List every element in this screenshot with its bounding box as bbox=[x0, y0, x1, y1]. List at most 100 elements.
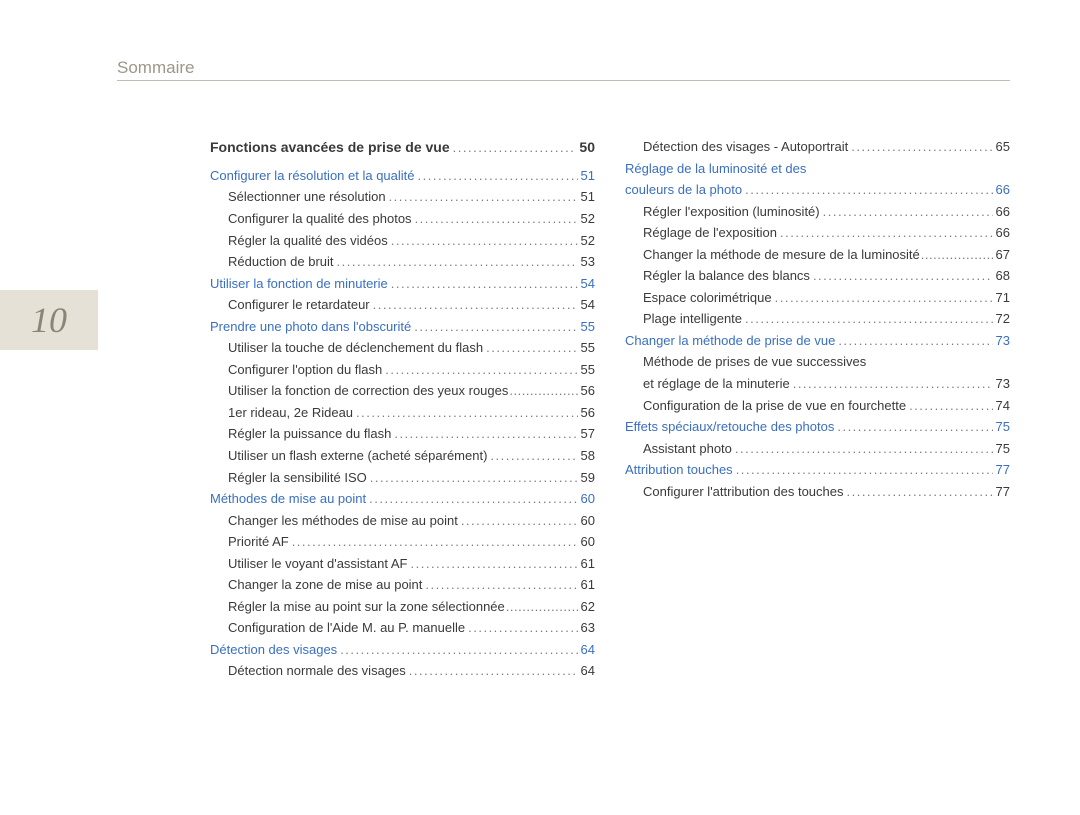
toc-subitem[interactable]: Utiliser un flash externe (acheté séparé… bbox=[210, 447, 595, 465]
toc-subitem[interactable]: Plage intelligente72 bbox=[625, 310, 1010, 328]
toc-subitem[interactable]: Régler la balance des blancs68 bbox=[625, 267, 1010, 285]
toc-subitem[interactable]: et réglage de la minuterie73 bbox=[625, 375, 1010, 393]
toc-subitem-label: Utiliser un flash externe (acheté séparé… bbox=[228, 447, 487, 465]
leader-dots bbox=[509, 382, 579, 400]
leader-dots bbox=[370, 469, 578, 487]
toc-subitem[interactable]: Assistant photo75 bbox=[625, 440, 1010, 458]
leader-dots bbox=[813, 267, 993, 285]
leader-dots bbox=[846, 483, 992, 501]
toc-section[interactable]: Méthodes de mise au point 60 bbox=[210, 490, 595, 508]
toc-section-page: 73 bbox=[996, 332, 1010, 350]
toc-columns: Fonctions avancées de prise de vue50Conf… bbox=[210, 138, 1010, 684]
leader-dots bbox=[389, 188, 578, 206]
header-title: Sommaire bbox=[117, 58, 1010, 78]
toc-section-page: 60 bbox=[581, 490, 595, 508]
toc-section[interactable]: couleurs de la photo66 bbox=[625, 181, 1010, 199]
toc-subitem[interactable]: Configurer le retardateur54 bbox=[210, 296, 595, 314]
toc-subitem-page: 60 bbox=[581, 533, 595, 551]
toc-column-left: Fonctions avancées de prise de vue50Conf… bbox=[210, 138, 595, 684]
toc-section[interactable]: Configurer la résolution et la qualité 51 bbox=[210, 167, 595, 185]
leader-dots bbox=[506, 598, 580, 616]
toc-section[interactable]: Utiliser la fonction de minuterie 54 bbox=[210, 275, 595, 293]
toc-section-page: 54 bbox=[581, 275, 595, 293]
toc-subitem[interactable]: Régler la sensibilité ISO59 bbox=[210, 469, 595, 487]
toc-subitem-page: 52 bbox=[581, 210, 595, 228]
toc-subitem[interactable]: Détection des visages - Autoportrait 65 bbox=[625, 138, 1010, 156]
toc-subitem[interactable]: Changer les méthodes de mise au point60 bbox=[210, 512, 595, 530]
leader-dots bbox=[425, 576, 577, 594]
toc-subitem[interactable]: Configurer la qualité des photos 52 bbox=[210, 210, 595, 228]
leader-dots bbox=[736, 461, 993, 479]
toc-subitem[interactable]: Sélectionner une résolution51 bbox=[210, 188, 595, 206]
leader-dots bbox=[411, 555, 578, 573]
toc-subitem-page: 75 bbox=[996, 440, 1010, 458]
leader-dots bbox=[415, 210, 578, 228]
toc-subitem-label: Configurer la qualité des photos bbox=[228, 210, 412, 228]
toc-subitem-label: Configurer l'option du flash bbox=[228, 361, 382, 379]
toc-subitem-label: Régler la qualité des vidéos bbox=[228, 232, 388, 250]
toc-section[interactable]: Réglage de la luminosité et des bbox=[625, 160, 1010, 178]
leader-dots bbox=[369, 490, 577, 508]
toc-section[interactable]: Changer la méthode de prise de vue73 bbox=[625, 332, 1010, 350]
leader-dots bbox=[780, 224, 993, 242]
toc-subitem[interactable]: Configurer l'attribution des touches77 bbox=[625, 483, 1010, 501]
leader-dots bbox=[337, 253, 578, 271]
toc-subitem[interactable]: Espace colorimétrique71 bbox=[625, 289, 1010, 307]
toc-subitem-label: Changer les méthodes de mise au point bbox=[228, 512, 458, 530]
leader-dots bbox=[921, 246, 995, 264]
toc-subitem-page: 73 bbox=[996, 375, 1010, 393]
toc-subitem[interactable]: Changer la zone de mise au point61 bbox=[210, 576, 595, 594]
toc-subitem[interactable]: Configurer l'option du flash55 bbox=[210, 361, 595, 379]
leader-dots bbox=[373, 296, 578, 314]
toc-subitem[interactable]: Régler la mise au point sur la zone séle… bbox=[210, 598, 595, 616]
toc-subitem[interactable]: Réduction de bruit53 bbox=[210, 253, 595, 271]
toc-section-page: 51 bbox=[581, 167, 595, 185]
toc-subitem-page: 61 bbox=[581, 576, 595, 594]
toc-subitem[interactable]: Configuration de la prise de vue en four… bbox=[625, 397, 1010, 415]
toc-subitem[interactable]: Réglage de l'exposition66 bbox=[625, 224, 1010, 242]
toc-subitem[interactable]: Régler la qualité des vidéos52 bbox=[210, 232, 595, 250]
toc-subitem-page: 61 bbox=[581, 555, 595, 573]
toc-section[interactable]: Prendre une photo dans l'obscurité55 bbox=[210, 318, 595, 336]
toc-section[interactable]: Effets spéciaux/retouche des photos75 bbox=[625, 418, 1010, 436]
toc-subitem[interactable]: Configuration de l'Aide M. au P. manuell… bbox=[210, 619, 595, 637]
toc-subitem-page: 66 bbox=[996, 203, 1010, 221]
toc-subitem[interactable]: Régler la puissance du flash57 bbox=[210, 425, 595, 443]
toc-subitem-label: Changer la méthode de mesure de la lumin… bbox=[643, 246, 920, 264]
toc-subitem-label: Détection des visages - Autoportrait bbox=[643, 138, 848, 156]
toc-subitem[interactable]: Priorité AF60 bbox=[210, 533, 595, 551]
toc-section-label: Méthodes de mise au point bbox=[210, 490, 366, 508]
toc-section-label: Utiliser la fonction de minuterie bbox=[210, 275, 388, 293]
page-number-tab: 10 bbox=[0, 290, 98, 350]
toc-subitem[interactable]: Détection normale des visages64 bbox=[210, 662, 595, 680]
toc-subitem-page: 65 bbox=[996, 138, 1010, 156]
leader-dots bbox=[391, 275, 578, 293]
leader-dots bbox=[745, 310, 993, 328]
toc-subitem[interactable]: Utiliser la touche de déclenchement du f… bbox=[210, 339, 595, 357]
toc-subitem[interactable]: Changer la méthode de mesure de la lumin… bbox=[625, 246, 1010, 264]
toc-subitem-label: Régler la mise au point sur la zone séle… bbox=[228, 598, 505, 616]
page-number: 10 bbox=[31, 299, 67, 341]
toc-subitem[interactable]: Utiliser la fonction de correction des y… bbox=[210, 382, 595, 400]
toc-subitem[interactable]: Utiliser le voyant d'assistant AF61 bbox=[210, 555, 595, 573]
leader-dots bbox=[461, 512, 578, 530]
toc-subitem[interactable]: Régler l'exposition (luminosité)66 bbox=[625, 203, 1010, 221]
leader-dots bbox=[490, 447, 577, 465]
leader-dots bbox=[468, 619, 577, 637]
leader-dots bbox=[838, 332, 992, 350]
toc-subitem-page: 63 bbox=[581, 619, 595, 637]
toc-subitem[interactable]: 1er rideau, 2e Rideau56 bbox=[210, 404, 595, 422]
toc-section[interactable]: Attribution touches77 bbox=[625, 461, 1010, 479]
toc-subitem-page: 74 bbox=[996, 397, 1010, 415]
toc-section-label: Configurer la résolution et la qualité bbox=[210, 167, 415, 185]
page-header: Sommaire bbox=[117, 58, 1010, 81]
toc-column-right: Détection des visages - Autoportrait 65 Ré… bbox=[625, 138, 1010, 684]
toc-section-page: 77 bbox=[996, 461, 1010, 479]
leader-dots bbox=[735, 440, 993, 458]
leader-dots bbox=[793, 375, 993, 393]
toc-subitem-page: 57 bbox=[581, 425, 595, 443]
leader-dots bbox=[356, 404, 578, 422]
toc-subitem[interactable]: Méthode de prises de vue successives bbox=[625, 353, 1010, 371]
toc-section[interactable]: Détection des visages64 bbox=[210, 641, 595, 659]
toc-subitem-page: 53 bbox=[581, 253, 595, 271]
